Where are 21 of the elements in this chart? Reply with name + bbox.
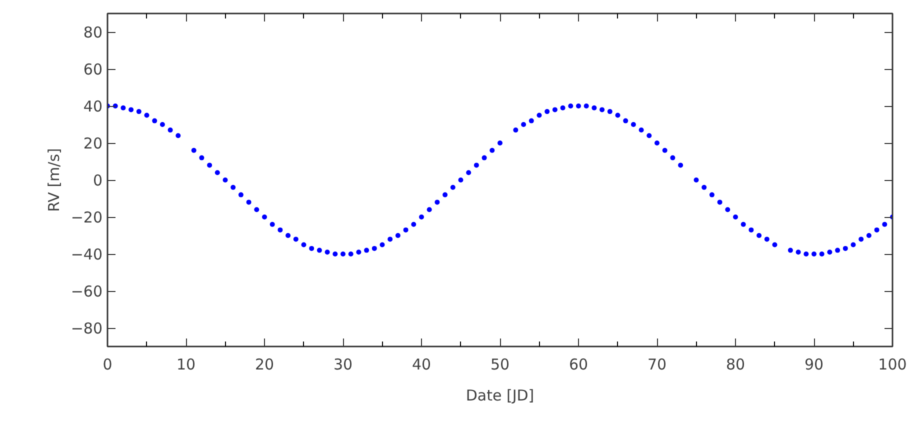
- y-tick-label: 40: [83, 98, 103, 116]
- x-tick-label: 50: [490, 356, 510, 374]
- x-tick-label: 70: [647, 356, 667, 374]
- y-tick-label: 20: [83, 134, 103, 152]
- x-tick-label: 100: [878, 356, 907, 374]
- x-tick-label: 10: [176, 356, 196, 374]
- y-axis-title: RV [m/s]: [44, 148, 63, 212]
- x-tick-label: 90: [804, 356, 824, 374]
- x-tick-label: 60: [568, 356, 588, 374]
- y-tick-label: 80: [83, 24, 103, 42]
- y-tick-label: −80: [70, 320, 102, 338]
- x-tick-label: 80: [726, 356, 746, 374]
- x-axis-title: Date [JD]: [466, 386, 534, 404]
- y-tick-label: −40: [70, 246, 102, 264]
- x-tick-label: 40: [412, 356, 432, 374]
- y-tick-label: 0: [92, 172, 103, 190]
- y-tick-label: −60: [70, 282, 102, 300]
- x-tick-label: 20: [254, 356, 274, 374]
- x-tick-label: 30: [333, 356, 353, 374]
- y-tick-label: 60: [83, 60, 103, 78]
- y-tick-label: −20: [70, 208, 102, 226]
